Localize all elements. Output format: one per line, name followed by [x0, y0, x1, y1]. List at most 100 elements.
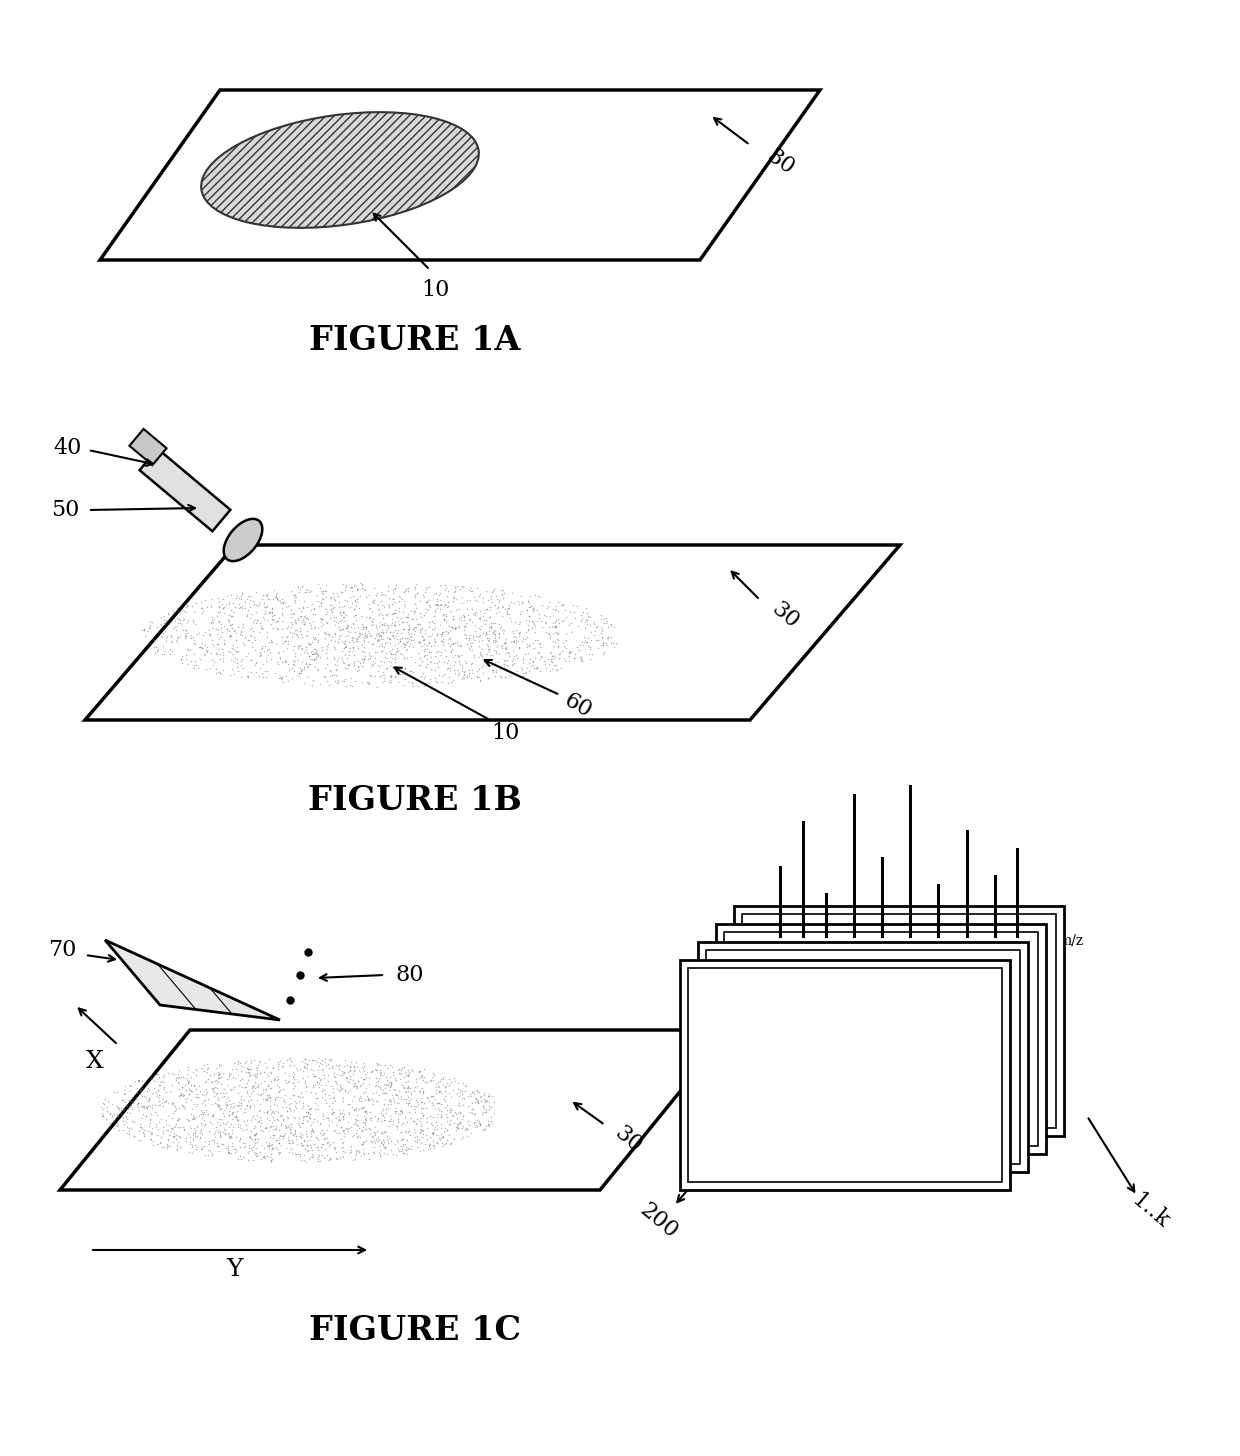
Point: [435, 1117, 455, 1140]
Point: [392, 1088, 412, 1111]
Point: [558, 649, 578, 673]
Point: [223, 1066, 243, 1089]
Point: [139, 616, 159, 639]
Point: [171, 613, 191, 636]
Point: [377, 1128, 397, 1152]
Point: [255, 1131, 275, 1155]
Point: [258, 1083, 278, 1107]
Point: [250, 1072, 270, 1095]
Point: [422, 1091, 441, 1114]
Point: [469, 625, 489, 648]
Point: [218, 1137, 238, 1160]
Point: [252, 636, 272, 660]
Point: [430, 1079, 450, 1102]
Point: [130, 1115, 150, 1139]
Point: [281, 1099, 301, 1123]
Point: [440, 626, 460, 649]
Point: [386, 642, 405, 665]
Point: [423, 1123, 443, 1146]
Point: [143, 1093, 162, 1117]
Point: [428, 1117, 448, 1140]
Point: [445, 616, 465, 639]
Point: [316, 574, 336, 597]
Point: [341, 596, 361, 619]
Point: [388, 1107, 408, 1130]
Point: [119, 1117, 139, 1140]
Point: [298, 1139, 317, 1162]
Point: [337, 1080, 357, 1104]
Point: [343, 1059, 363, 1082]
Point: [365, 1136, 384, 1159]
Point: [398, 604, 418, 628]
Point: [193, 1099, 213, 1123]
Point: [202, 587, 222, 610]
Point: [263, 1147, 283, 1171]
Point: [330, 600, 350, 623]
Point: [193, 600, 213, 623]
Point: [428, 1091, 448, 1114]
Point: [227, 584, 247, 607]
Point: [417, 652, 436, 676]
Point: [262, 1102, 281, 1125]
Point: [348, 626, 368, 649]
Point: [415, 1070, 435, 1093]
Point: [388, 600, 408, 623]
Point: [190, 636, 210, 660]
Point: [153, 642, 172, 665]
Point: [370, 1063, 389, 1086]
Point: [343, 652, 363, 676]
Point: [366, 1089, 386, 1112]
Point: [352, 574, 372, 597]
Point: [273, 632, 293, 655]
Point: [414, 674, 434, 697]
Point: [309, 617, 329, 641]
Point: [358, 671, 378, 695]
Point: [269, 1079, 289, 1102]
Point: [299, 1147, 319, 1171]
Point: [343, 1069, 363, 1092]
Point: [285, 1143, 305, 1166]
Point: [133, 1095, 153, 1118]
Point: [456, 626, 476, 649]
Point: [438, 1099, 458, 1123]
Point: [439, 1082, 459, 1105]
Point: [489, 590, 508, 613]
Point: [458, 597, 477, 620]
Point: [393, 1111, 413, 1134]
Point: [528, 584, 548, 607]
Point: [246, 1142, 265, 1165]
Point: [405, 575, 425, 598]
Point: [268, 1059, 288, 1082]
Point: [304, 642, 324, 665]
Point: [383, 601, 403, 625]
Point: [262, 612, 281, 635]
Point: [440, 1108, 460, 1131]
Point: [308, 1093, 327, 1117]
Point: [455, 616, 475, 639]
Point: [367, 598, 387, 622]
Point: [228, 1147, 248, 1171]
Point: [350, 623, 370, 646]
Point: [250, 1061, 270, 1085]
Point: [306, 1070, 326, 1093]
Point: [296, 639, 316, 662]
Point: [315, 579, 335, 603]
Point: [309, 1073, 329, 1096]
Point: [379, 1070, 399, 1093]
Point: [492, 604, 512, 628]
Point: [392, 1099, 412, 1123]
Point: [374, 635, 394, 658]
Point: [222, 1108, 242, 1131]
Point: [508, 629, 528, 652]
Point: [162, 1101, 182, 1124]
Point: [169, 1124, 188, 1147]
Point: [583, 642, 603, 665]
Point: [305, 1073, 325, 1096]
Point: [207, 1092, 227, 1115]
Point: [384, 1077, 404, 1101]
Point: [348, 1069, 368, 1092]
Point: [448, 644, 467, 667]
Point: [465, 1102, 485, 1125]
Point: [254, 1136, 274, 1159]
Point: [227, 1108, 247, 1131]
